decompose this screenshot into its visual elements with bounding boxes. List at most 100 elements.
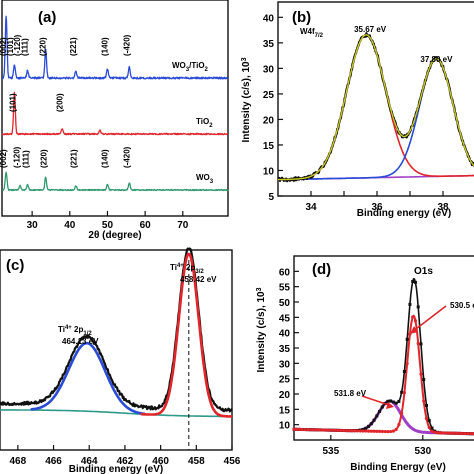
panel-d-fit-marker-20 <box>347 429 351 433</box>
panel-d-xtick-label-1: 530 <box>414 446 431 457</box>
panel-b-xtick-label-0: 34 <box>305 202 317 213</box>
panel-d-ytick-label-10: 60 <box>279 267 291 278</box>
panel-d-arrow-530-head <box>410 326 418 334</box>
panel-d-arrow-530 <box>411 305 447 333</box>
panel-d-fit-peak-1 <box>293 314 474 435</box>
panel-d-ytick-label-7: 45 <box>279 313 291 324</box>
panel-d-arrow-531-head <box>386 402 394 409</box>
panel-c-xtick-label-3: 462 <box>117 456 134 467</box>
panel-d-fit-marker-10 <box>320 428 324 432</box>
panel-d-exp-marker-34 <box>386 399 390 403</box>
series-label-1-main: TiO <box>196 117 209 126</box>
panel-d-fit-marker-51 <box>433 430 437 435</box>
panel-d-ylabel-sup: 3 <box>256 287 263 291</box>
miller-label-0-2: (-120) <box>13 34 22 56</box>
panel-d-title: O1s <box>414 266 433 277</box>
panel-d-fit-marker-11 <box>322 428 326 432</box>
panel-d-exp-marker-49 <box>427 419 431 423</box>
miller-label-0-7: (-420) <box>122 34 131 56</box>
panel-b-ytick-label-0: 5 <box>268 192 274 203</box>
panel-d-frame <box>293 255 474 441</box>
series-label-2: WO3 <box>196 173 214 185</box>
panel-d-exp-marker-40 <box>402 370 406 374</box>
panel-d-exp-marker-39 <box>400 390 404 394</box>
panel-d-fit-marker-6 <box>308 428 313 432</box>
panel-d-fit-marker-44 <box>413 319 418 323</box>
panel-d-ytick-label-3: 25 <box>279 375 291 386</box>
panel-d-ytick-label-1: 15 <box>279 405 291 416</box>
panel-d-fit-marker-49 <box>427 425 431 430</box>
panel-d: 10 15 20 25 30 35 40 45 50 55 60 535 530 Binding Ener… <box>256 255 474 473</box>
panel-d-exp-marker-35 <box>389 399 393 403</box>
panel-d-exp-marker-38 <box>397 399 401 403</box>
panel-c-ti-2p12-energy: 464.13 eV <box>62 337 99 346</box>
miller-label-2-3: (220) <box>39 149 48 168</box>
panel-d-ytick-label-4: 30 <box>279 359 291 370</box>
miller-label-2-4: (221) <box>70 149 79 168</box>
series-label-2-sub1: 3 <box>210 179 214 185</box>
panel-d-exp-marker-47 <box>422 378 426 382</box>
panel-d-fit-marker-1 <box>295 427 299 431</box>
panel-a-xtick-label-2: 50 <box>102 220 114 231</box>
panel-c-xtick-label-6: 456 <box>224 456 241 467</box>
panel-c-ti-2p32-post: 2p <box>184 263 196 272</box>
panel-d-fit-marker-47 <box>422 399 426 403</box>
miller-label-2-0: (002) <box>0 149 8 168</box>
panel-c-ti-2p12-pre: Ti <box>58 325 65 334</box>
panel-d-fit-marker-9 <box>317 428 321 432</box>
panel-d-fit-marker-2 <box>297 427 302 432</box>
panel-c-ti-2p32-sub: 3/2 <box>195 269 204 275</box>
miller-label-1-0: (101) <box>9 93 18 112</box>
panel-d-fit-marker-63 <box>466 432 470 436</box>
panel-d-exp-marker-42 <box>408 302 412 306</box>
panel-d-fit-marker-59 <box>455 431 459 435</box>
panel-c-ti-2p12-sub: 1/2 <box>83 331 92 337</box>
panel-b-annotation-1: 37.80 eV <box>420 55 453 64</box>
panel-d-fit-marker-14 <box>331 428 335 432</box>
panel-d-fit-marker-60 <box>458 431 462 436</box>
panel-d-fit-marker-46 <box>419 372 423 376</box>
panel-d-exp-marker-32 <box>380 405 384 409</box>
panel-c-ti-2p12-sup: 4+ <box>65 325 72 331</box>
panel-d-exp-marker-37 <box>394 401 398 405</box>
miller-label-2-2: (111) <box>21 150 30 168</box>
panel-d-fit-marker-45 <box>416 341 420 346</box>
panel-d-exp-marker-27 <box>367 424 371 428</box>
panel-d-fit-marker-13 <box>328 428 332 432</box>
panel-c-xtick-label-0: 468 <box>10 456 27 467</box>
panel-d-fit-marker-57 <box>449 431 453 435</box>
panel-b-xtick-label-4: 38 <box>437 202 449 213</box>
panel-b-letter: (b) <box>292 9 311 26</box>
panel-a-xtick-label-1: 40 <box>64 220 76 231</box>
panel-d-exp-marker-48 <box>424 403 428 407</box>
panel-a-letter: (a) <box>38 9 56 26</box>
panel-d-ytick-label-8: 50 <box>279 298 291 309</box>
miller-label-1-1: (200) <box>55 93 64 112</box>
panel-d-fit-marker-36 <box>391 429 395 433</box>
panel-d-fit-marker-33 <box>383 429 387 434</box>
panel-d-fit-marker-24 <box>358 429 362 433</box>
panel-d-letter: (d) <box>312 261 331 278</box>
panel-d-fit-marker-31 <box>377 429 382 434</box>
panel-c-ti-2p12-label: Ti4+ 2p1/2 <box>58 325 92 337</box>
panel-b-ytick-label-4: 25 <box>263 90 275 101</box>
panel-d-fit-marker-56 <box>446 431 451 435</box>
panel-a: (a)(002)(101)(-120)(111) (220) (221) (140)(… <box>0 0 229 241</box>
panel-b-ytick-label-5: 30 <box>263 64 275 75</box>
panel-b-ylabel: Intensity (c/s), 103 <box>241 57 253 142</box>
panel-c-letter: (c) <box>6 257 24 274</box>
panel-d-exp-marker-41 <box>405 337 409 341</box>
panel-d-ylabel: Intensity (c/s), 103 <box>256 287 268 372</box>
panel-b-xlabel: Binding energy (eV) <box>357 208 451 219</box>
miller-label-2-1: (-120) <box>12 146 21 168</box>
panel-d-fit-marker-7 <box>311 428 315 432</box>
panel-d-fit-marker-41 <box>405 361 409 366</box>
panel-d-fit-marker-26 <box>364 429 368 433</box>
panel-d-fit-marker-25 <box>361 429 365 433</box>
panel-d-fit-marker-55 <box>444 431 448 435</box>
panel-d-fit-marker-58 <box>452 431 456 435</box>
panel-d-exp-marker-31 <box>378 409 382 413</box>
panel-c-xlabel: Binding energy (eV) <box>69 464 163 474</box>
